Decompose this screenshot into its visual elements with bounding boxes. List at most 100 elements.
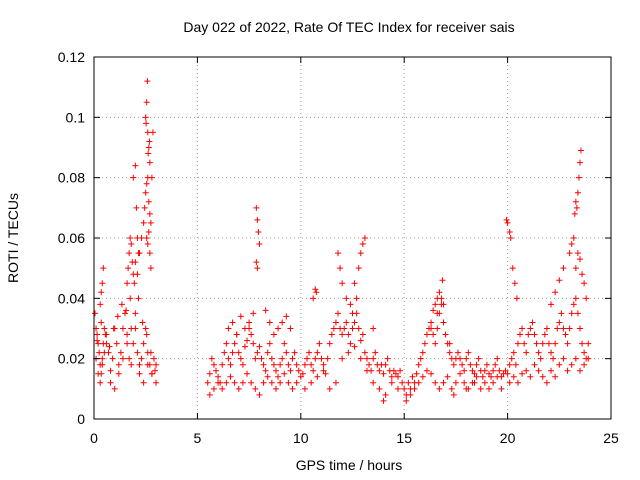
data-point	[227, 373, 234, 380]
data-point	[326, 340, 333, 347]
data-point	[492, 361, 499, 368]
data-point	[457, 355, 464, 362]
y-tick-label: 0.1	[66, 109, 86, 125]
data-point	[363, 367, 370, 374]
data-point	[310, 367, 317, 374]
data-point	[481, 367, 488, 374]
data-point	[485, 370, 492, 377]
data-point	[581, 361, 588, 368]
data-point	[428, 319, 435, 326]
data-point	[560, 355, 567, 362]
data-point	[463, 385, 470, 392]
data-point	[328, 331, 335, 338]
data-point	[254, 349, 261, 356]
data-point	[143, 331, 150, 338]
data-point	[467, 361, 474, 368]
data-point	[347, 340, 354, 347]
data-point	[548, 349, 555, 356]
data-point	[527, 325, 534, 332]
data-point	[576, 256, 583, 263]
data-point	[533, 340, 540, 347]
data-point	[144, 129, 151, 136]
data-point	[127, 235, 134, 241]
data-point	[293, 379, 300, 386]
data-point	[229, 319, 236, 326]
data-point	[527, 373, 534, 380]
data-point	[277, 361, 284, 368]
data-point	[215, 373, 222, 380]
data-point	[459, 361, 466, 368]
data-point	[219, 361, 226, 368]
data-point	[461, 367, 468, 374]
data-point	[221, 349, 228, 356]
data-point	[102, 331, 109, 338]
data-point	[92, 310, 99, 317]
data-point	[145, 228, 152, 235]
y-tick-label: 0	[77, 411, 85, 427]
data-point	[272, 385, 279, 392]
data-point	[287, 325, 294, 332]
data-point	[407, 391, 414, 398]
data-point	[471, 370, 478, 377]
data-point	[469, 367, 476, 374]
y-axis-ticks: 0 0.02 0.04 0.06 0.08 0.1 0.12	[58, 49, 611, 427]
x-tick-label: 20	[500, 430, 516, 446]
data-point	[521, 340, 528, 347]
data-point	[481, 379, 488, 386]
data-point	[97, 301, 104, 308]
data-point	[523, 349, 530, 356]
data-point	[252, 355, 259, 362]
data-point	[440, 379, 447, 386]
data-point	[388, 373, 395, 380]
data-point	[256, 343, 263, 350]
data-point	[357, 250, 364, 257]
data-point	[98, 289, 105, 296]
data-point	[147, 219, 154, 226]
data-point	[147, 349, 154, 356]
data-point	[301, 385, 308, 392]
data-point	[208, 355, 215, 362]
data-point	[312, 355, 319, 362]
data-point	[147, 265, 154, 272]
data-point	[146, 138, 153, 145]
data-point	[107, 379, 114, 386]
data-point	[150, 355, 157, 362]
data-point	[145, 144, 152, 151]
data-point	[316, 340, 323, 347]
data-point	[229, 349, 236, 356]
data-point	[436, 385, 443, 392]
data-point	[250, 310, 257, 317]
data-point	[353, 295, 360, 302]
data-point	[421, 340, 428, 347]
data-point	[95, 370, 102, 377]
data-point	[494, 355, 501, 362]
data-point	[380, 397, 387, 404]
data-point	[523, 367, 530, 374]
data-point	[556, 361, 563, 368]
data-point	[142, 325, 149, 332]
data-point	[359, 241, 366, 248]
data-point	[417, 355, 424, 362]
data-point	[215, 379, 222, 386]
data-point	[488, 373, 495, 380]
data-point	[320, 361, 327, 368]
data-point	[127, 295, 134, 302]
data-point	[585, 355, 592, 362]
data-point	[239, 361, 246, 368]
data-point	[430, 331, 437, 338]
data-point	[477, 385, 484, 392]
data-point	[285, 361, 292, 368]
data-point	[572, 295, 579, 302]
data-point	[146, 210, 153, 217]
data-point	[123, 307, 130, 314]
data-point	[109, 355, 116, 362]
data-point	[579, 271, 586, 278]
data-points	[92, 78, 592, 404]
data-point	[571, 210, 578, 217]
x-tick-label: 25	[603, 430, 619, 446]
data-point	[250, 340, 257, 347]
data-point	[357, 355, 364, 362]
data-point	[548, 301, 555, 308]
data-point	[275, 325, 282, 332]
data-point	[287, 367, 294, 374]
